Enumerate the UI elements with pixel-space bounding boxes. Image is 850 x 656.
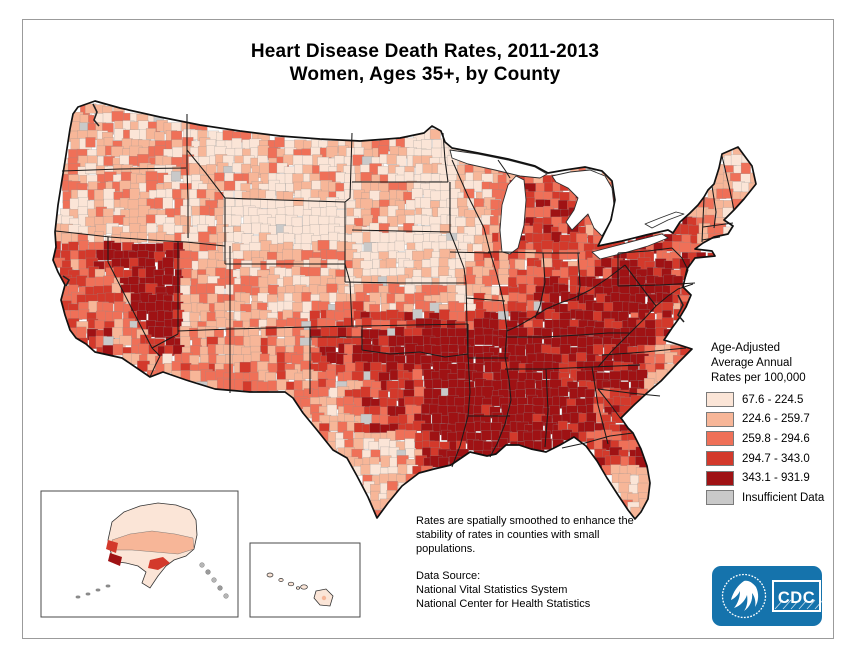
data-source-note: Data Source: National Vital Statistics S… — [416, 569, 590, 611]
legend-label-class2: 224.6 - 259.7 — [742, 413, 810, 426]
us-outline — [52, 100, 757, 520]
legend-heading-line1: Age-Adjusted — [711, 342, 781, 354]
legend-swatch-class4 — [706, 451, 734, 467]
map-title: Heart Disease Death Rates, 2011-2013 Wom… — [0, 40, 850, 86]
legend-swatch-class3 — [706, 431, 734, 447]
smoothing-note: Rates are spatially smoothed to enhance … — [416, 515, 634, 555]
cdc-hhs-logo: CDC — [712, 566, 824, 626]
legend-label-class5: 343.1 - 931.9 — [742, 472, 810, 485]
legend-swatch-class1 — [706, 392, 734, 408]
legend: 67.6 - 224.5 224.6 - 259.7 259.8 - 294.6… — [706, 390, 846, 508]
legend-label-class3: 259.8 - 294.6 — [742, 432, 810, 445]
coastal-water-detail — [62, 103, 685, 323]
legend-swatch-insufficient — [706, 490, 734, 506]
county-mosaic — [53, 103, 756, 519]
alaska-inset — [40, 490, 239, 618]
legend-row: 294.7 - 343.0 — [706, 449, 846, 469]
map-title-line2: Women, Ages 35+, by County — [289, 64, 561, 85]
legend-row: 343.1 - 931.9 — [706, 468, 846, 488]
data-source-label: Data Source: — [416, 570, 481, 582]
legend-label-insufficient: Insufficient Data — [742, 491, 825, 504]
legend-swatch-class5 — [706, 470, 734, 486]
state-borders — [55, 114, 735, 468]
legend-heading: Age-Adjusted Average Annual Rates per 10… — [711, 341, 841, 386]
legend-row: 224.6 - 259.7 — [706, 410, 846, 430]
map-title-line1: Heart Disease Death Rates, 2011-2013 — [250, 41, 600, 62]
outer-frame — [22, 19, 834, 639]
hawaii-inset — [249, 542, 361, 618]
legend-heading-line2: Average Annual — [711, 357, 792, 369]
data-source-line1: National Vital Statistics System — [416, 584, 568, 596]
legend-row: 67.6 - 224.5 — [706, 390, 846, 410]
legend-label-class1: 67.6 - 224.5 — [742, 393, 804, 406]
great-lakes — [449, 149, 685, 260]
legend-row: 259.8 - 294.6 — [706, 429, 846, 449]
svg-text:CDC: CDC — [778, 589, 815, 607]
legend-swatch-class2 — [706, 411, 734, 427]
data-source-line2: National Center for Health Statistics — [416, 598, 591, 610]
legend-label-class4: 294.7 - 343.0 — [742, 452, 810, 465]
legend-heading-line3: Rates per 100,000 — [711, 372, 806, 384]
legend-row: Insufficient Data — [706, 488, 846, 508]
